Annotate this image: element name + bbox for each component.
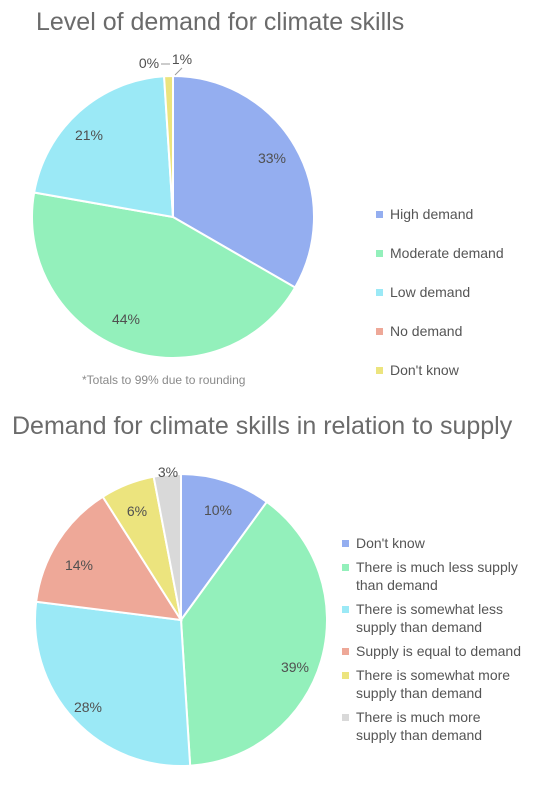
chart-2-legend-swatch — [342, 606, 349, 613]
chart-1-data-label-moderate-demand: 44% — [112, 311, 140, 327]
chart-2-title: Demand for climate skills in relation to… — [12, 412, 513, 440]
chart-2-legend-swatch — [342, 648, 349, 655]
chart-2-legend-item: There is much less supply than demand — [342, 558, 542, 594]
chart-2-legend-label: Supply is equal to demand — [356, 643, 521, 659]
rounding-note: *Totals to 99% due to rounding — [82, 373, 246, 387]
chart-1-legend-item: Don't know — [376, 361, 504, 400]
chart-1-slice-moderate-demand — [31, 191, 297, 360]
chart-2-legend-label: Don't know — [356, 535, 425, 551]
chart-1-legend-label: No demand — [390, 323, 463, 339]
chart-1-pie: 33% 44% 21% 0% 1% — [31, 51, 315, 360]
chart-1-legend-item: High demand — [376, 205, 504, 244]
chart-2-legend-item: There is somewhat less supply than demand — [342, 600, 542, 636]
chart-2-slice-there-is-much-more-supply-than-demand — [152, 472, 182, 621]
chart-2-slice-there-is-much-less-supply-than-demand — [179, 500, 328, 767]
chart-1-title: Level of demand for climate skills — [36, 8, 405, 36]
chart-2-legend-label: There is much more supply than demand — [356, 709, 483, 743]
chart-2-legend-label: There is much less supply than demand — [356, 559, 518, 593]
chart-2-data-label-supply-is-equal-to-demand: 14% — [65, 557, 93, 573]
chart-2-data-label-there-is-somewhat-less-supply-than-demand: 28% — [74, 699, 102, 715]
chart-2-slice-supply-is-equal-to-demand — [35, 495, 183, 622]
chart-2-legend: Don't know There is much less supply than … — [342, 534, 542, 750]
chart-1-legend-item: No demand — [376, 322, 504, 361]
chart-1-data-label-no-demand: 0% — [139, 55, 159, 71]
chart-1-legend-swatch — [376, 328, 383, 335]
chart-1-legend-swatch — [376, 211, 383, 218]
chart-1-legend-item: Low demand — [376, 283, 504, 322]
chart-1-legend-swatch — [376, 250, 383, 257]
chart-2-legend-swatch — [342, 540, 349, 547]
chart-1-data-label-don-t-know: 1% — [172, 51, 192, 67]
chart-1-slice-don-t-know — [162, 74, 174, 218]
chart-2-slice-don-t-know — [180, 472, 269, 624]
chart-2-legend-label: There is somewhat less supply than demand — [356, 601, 504, 635]
chart-2-data-label-don-t-know: 10% — [204, 502, 232, 518]
chart-2-legend-item: There is somewhat more supply than demand — [342, 666, 542, 702]
chart-1-legend-label: High demand — [390, 206, 474, 222]
chart-2-legend-swatch — [342, 564, 349, 571]
chart-1-slice-high-demand — [172, 74, 315, 289]
chart-1-legend: High demand Moderate demand Low demand No d… — [376, 205, 504, 400]
chart-1-leader-line — [174, 67, 183, 76]
chart-1-legend-label: Low demand — [390, 284, 471, 300]
chart-1-legend-label: Don't know — [390, 362, 459, 378]
chart-1-legend-swatch — [376, 367, 383, 374]
chart-1-legend-swatch — [376, 289, 383, 296]
chart-2-legend-label: There is somewhat more supply than demand — [356, 667, 511, 701]
chart-1-slice-low-demand — [32, 75, 175, 219]
chart-2-data-label-there-is-much-less-supply-than-demand: 39% — [281, 659, 309, 675]
chart-2-legend-item: Supply is equal to demand — [342, 642, 542, 660]
chart-2-pie: 10% 39% 28% 14% 6% 3% — [34, 464, 328, 767]
chart-2-legend-swatch — [342, 714, 349, 721]
chart-1-legend-label: Moderate demand — [390, 245, 504, 261]
chart-2-legend-item: Don't know — [342, 534, 542, 552]
chart-1-data-label-low-demand: 21% — [75, 127, 103, 143]
chart-2-slice-there-is-somewhat-less-supply-than-demand — [34, 600, 192, 767]
chart-2-legend-swatch — [342, 672, 349, 679]
chart-2-data-label-there-is-somewhat-more-supply-than-demand: 6% — [127, 503, 147, 519]
chart-2-data-label-there-is-much-more-supply-than-demand: 3% — [158, 464, 178, 480]
chart-1-legend-item: Moderate demand — [376, 244, 504, 283]
chart-1-data-label-high-demand: 33% — [258, 150, 286, 166]
chart-2-legend-item: There is much more supply than demand — [342, 708, 542, 744]
